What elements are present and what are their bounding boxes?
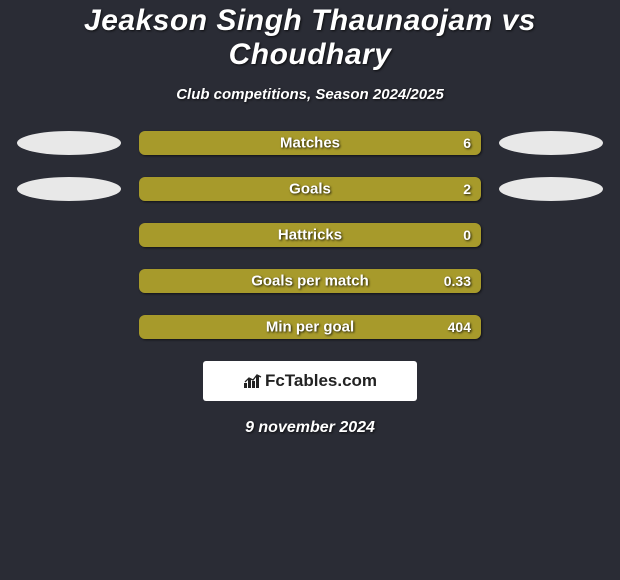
- left-ellipse: [17, 177, 121, 201]
- bar-label: Hattricks: [278, 227, 342, 244]
- left-ellipse: [17, 131, 121, 155]
- bar-left-segment: [139, 177, 293, 201]
- stat-row: Hattricks 0: [0, 223, 620, 247]
- bar-value: 6: [463, 135, 471, 151]
- bar-left-segment: [139, 223, 300, 247]
- bar-value: 2: [463, 181, 471, 197]
- stat-bar: Matches 6: [139, 131, 481, 155]
- stat-row: Matches 6: [0, 131, 620, 155]
- bar-label: Matches: [280, 135, 340, 152]
- brand-text: FcTables.com: [265, 371, 377, 391]
- bar-label: Goals per match: [251, 273, 369, 290]
- stat-bar: Goals per match 0.33: [139, 269, 481, 293]
- stat-bar: Goals 2: [139, 177, 481, 201]
- bar-label: Goals: [289, 181, 331, 198]
- bar-value: 404: [448, 319, 471, 335]
- page-title: Jeakson Singh Thaunaojam vs Choudhary: [0, 4, 620, 72]
- brand-box: FcTables.com: [203, 361, 417, 401]
- stat-bar: Hattricks 0: [139, 223, 481, 247]
- right-ellipse: [499, 131, 603, 155]
- bar-value: 0.33: [444, 273, 471, 289]
- right-ellipse: [499, 177, 603, 201]
- bar-value: 0: [463, 227, 471, 243]
- bar-left-segment: [139, 131, 293, 155]
- stat-row: Goals per match 0.33: [0, 269, 620, 293]
- subtitle: Club competitions, Season 2024/2025: [0, 86, 620, 103]
- stat-row: Min per goal 404: [0, 315, 620, 339]
- bars-icon: [243, 373, 263, 389]
- bar-label: Min per goal: [266, 319, 354, 336]
- container: Jeakson Singh Thaunaojam vs Choudhary Cl…: [0, 0, 620, 437]
- date-line: 9 november 2024: [0, 419, 620, 437]
- stat-row: Goals 2: [0, 177, 620, 201]
- stats-rows: Matches 6 Goals 2 Hattricks 0 Goals per match 0…: [0, 131, 620, 339]
- stat-bar: Min per goal 404: [139, 315, 481, 339]
